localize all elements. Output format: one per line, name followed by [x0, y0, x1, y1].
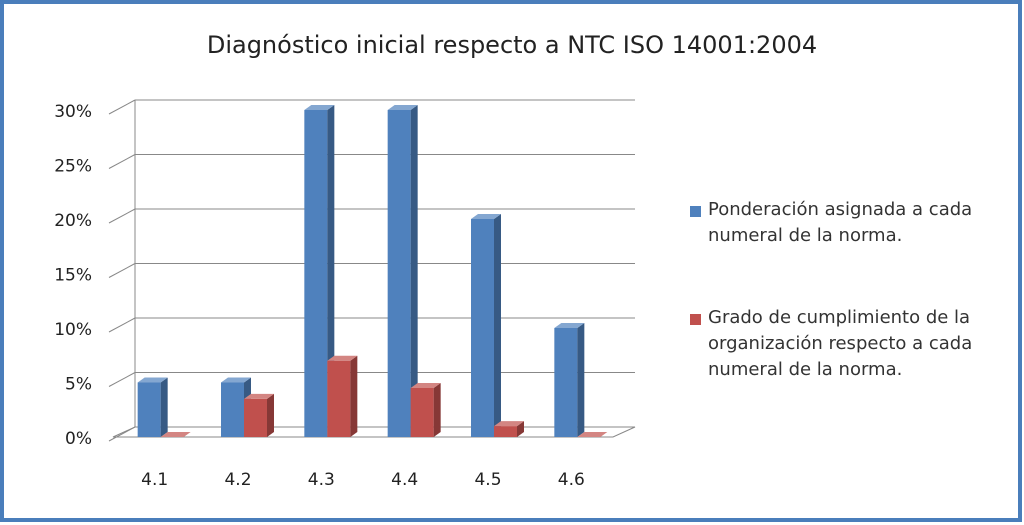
bar-front	[387, 110, 411, 437]
bar-side	[433, 382, 441, 437]
legend-label: Ponderación asignada a cada numeral de l…	[708, 199, 973, 246]
tick-mark	[108, 208, 136, 224]
tick-mark	[108, 263, 136, 278]
legend-swatch	[690, 314, 701, 325]
bar-side	[267, 393, 274, 437]
y-tick-label: 5%	[65, 375, 92, 395]
bar-top	[554, 323, 585, 328]
bar-top	[327, 355, 358, 361]
bar-front	[244, 398, 267, 437]
bar-top	[160, 432, 191, 437]
x-tick-label: 4.6	[558, 470, 585, 490]
bar-top	[577, 432, 608, 437]
bar-front	[494, 426, 517, 437]
x-tick-label: 4.5	[474, 470, 501, 490]
bar-front	[221, 382, 244, 437]
y-tick-label: 15%	[54, 266, 92, 286]
bar-front	[327, 360, 351, 437]
y-tick-label: 30%	[54, 102, 92, 122]
x-tick-label: 4.2	[224, 470, 251, 490]
bar-side	[517, 421, 524, 437]
bar-side	[410, 105, 418, 437]
y-tick-label: 25%	[54, 157, 92, 177]
bar-top	[137, 377, 168, 383]
bar-side	[327, 105, 335, 437]
bar-top	[471, 214, 501, 219]
bar-side	[160, 377, 168, 437]
bar-top	[494, 421, 524, 427]
y-tick-label: 20%	[54, 211, 92, 231]
y-tick-label: 0%	[65, 429, 92, 449]
bar-top	[410, 382, 441, 388]
tick-mark	[108, 317, 136, 333]
x-tick-label: 4.3	[308, 470, 335, 490]
chart-title: Diagnóstico inicial respecto a NTC ISO 1…	[207, 31, 817, 59]
bar-front	[471, 219, 494, 437]
bar-top	[221, 377, 251, 383]
bar-front	[554, 328, 578, 437]
bar-front	[137, 382, 161, 437]
legend-swatch	[690, 206, 701, 217]
bar-front	[304, 110, 328, 437]
tick-mark	[108, 426, 136, 442]
bar-side	[494, 214, 501, 437]
bar-side	[577, 323, 585, 437]
y-tick-label: 10%	[54, 320, 92, 340]
x-tick-label: 4.4	[391, 470, 418, 490]
bar-top	[304, 105, 335, 110]
x-tick-label: 4.1	[141, 470, 168, 490]
bar-side	[350, 355, 358, 437]
tick-mark	[108, 154, 136, 169]
legend-label: Grado de cumplimiento de la organización…	[708, 307, 973, 380]
tick-mark	[108, 99, 136, 115]
bar-front	[410, 387, 434, 437]
bar-top	[387, 105, 418, 110]
tick-mark	[108, 372, 136, 387]
bar-top	[244, 393, 274, 399]
